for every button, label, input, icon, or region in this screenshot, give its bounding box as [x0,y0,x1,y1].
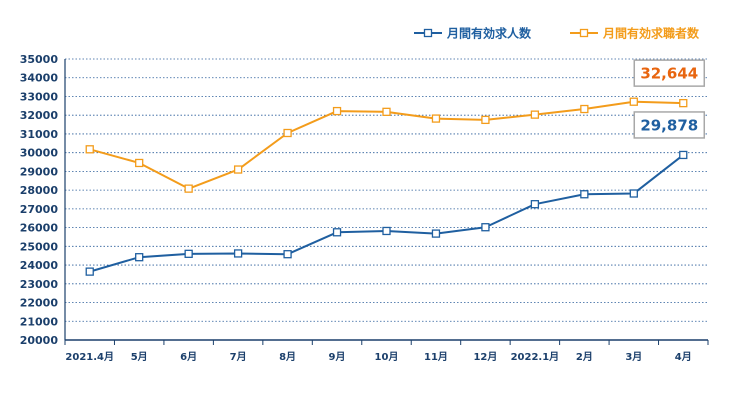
y-tick-label: 31000 [20,128,59,141]
y-tick-label: 32000 [20,109,59,122]
y-tick-label: 33000 [20,90,59,103]
data-point [332,228,342,237]
data-point [233,249,243,258]
callout-box [633,59,706,87]
legend-marker [579,28,589,38]
data-point [679,98,688,108]
data-point [332,106,342,116]
x-tick-label: 9月 [329,351,346,363]
data-point [530,200,540,209]
data-point [85,267,94,276]
data-point [382,107,391,116]
callout-label: 29,878 [640,116,698,134]
x-tick-label: 2022.1月 [511,351,560,363]
data-point [481,223,490,232]
x-tick-label: 12月 [473,351,497,363]
data-point [233,165,243,174]
y-tick-label: 28000 [20,184,59,197]
y-tick-label: 35000 [20,53,59,66]
y-tick-label: 22000 [20,297,59,310]
data-point [481,115,490,125]
callout-label: 32,644 [640,65,698,83]
data-point [580,190,589,199]
x-tick-label: 6月 [180,351,197,363]
y-tick-label: 34000 [20,72,59,85]
data-point [431,229,441,238]
y-tick-label: 25000 [20,240,59,253]
y-tick-label: 26000 [20,222,59,235]
legend-item: 月間有効求人数 [414,26,532,41]
x-tick-label: 7月 [230,351,247,363]
data-point [530,110,540,119]
data-point [135,158,144,168]
data-point [629,189,638,198]
data-point [184,184,193,193]
y-tick-label: 29000 [20,165,59,178]
data-point [283,128,292,138]
y-tick-label: 30000 [20,147,59,160]
legend-item: 月間有効求職者数 [570,26,700,41]
x-axis: 2021.4月 5月 6月 7月 8月 9月 10月 11月 12月 2022.1月 2月 3月 4月 [64,340,709,363]
legend-marker [423,28,433,38]
data-point [382,226,391,236]
legend-label: 月間有効求人数 [446,26,532,41]
x-tick-label: 10月 [375,351,399,363]
series-0 [85,150,688,276]
data-point [85,145,94,154]
y-tick-label: 23000 [20,278,59,291]
callout-box [633,111,706,139]
y-axis: 20000 21000 22000 23000 24000 25000 26000 27000… [20,53,66,347]
legend-label: 月間有効求職者数 [602,26,700,41]
y-tick-label: 21000 [20,315,59,328]
data-point [629,97,638,106]
x-tick-label: 2月 [576,351,593,363]
data-point [184,249,193,258]
y-tick-label: 20000 [20,334,59,347]
x-tick-label: 3月 [625,351,642,363]
series-line [89,154,684,273]
callouts: 32,644 29,878 [633,59,706,139]
x-tick-label: 11月 [424,351,448,363]
y-tick-label: 24000 [20,259,59,272]
data-point [431,114,441,123]
series-1 [85,97,688,193]
data-point [679,150,688,160]
x-tick-label: 5月 [131,351,148,363]
x-tick-label: 4月 [675,351,692,363]
series-lines [85,97,688,276]
legend: 月間有効求人数 月間有効求職者数 [414,26,700,41]
x-tick-label: 2021.4月 [65,351,114,363]
y-tick-label: 27000 [20,203,59,216]
grid-lines [65,58,708,341]
data-point [135,253,144,262]
x-tick-label: 8月 [279,351,296,363]
data-point [283,250,292,259]
data-point [580,104,589,114]
